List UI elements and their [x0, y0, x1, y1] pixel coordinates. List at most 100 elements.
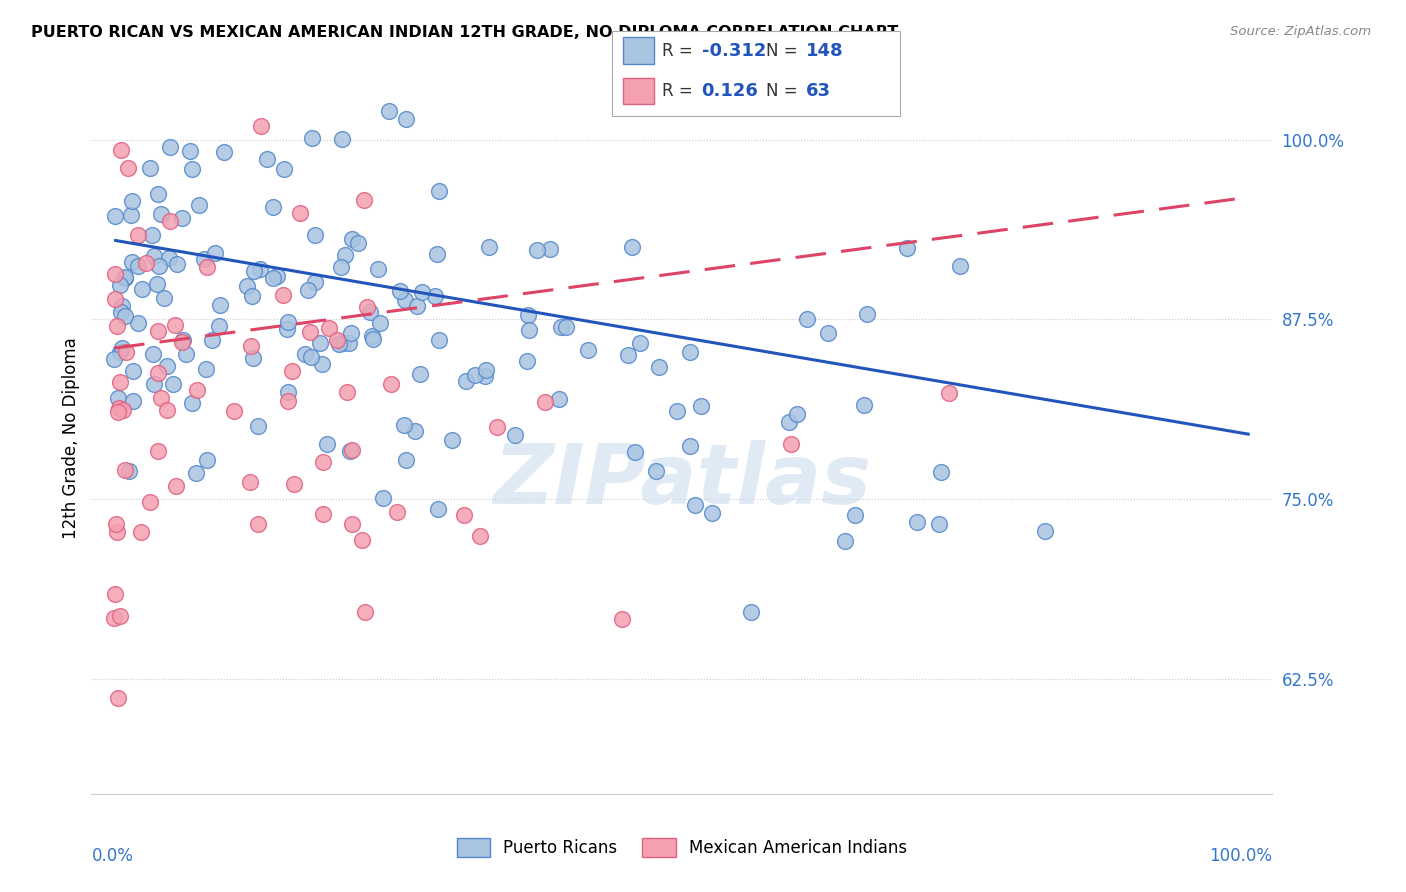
Text: Source: ZipAtlas.com: Source: ZipAtlas.com: [1230, 25, 1371, 38]
Point: [624, 445, 647, 459]
Point: [157, 251, 180, 265]
Point: [628, 336, 651, 351]
Point: [243, 264, 266, 278]
Point: [361, 332, 384, 346]
Point: [247, 517, 270, 532]
Point: [404, 424, 426, 438]
Point: [778, 415, 800, 429]
Point: [195, 453, 218, 467]
Text: N =: N =: [766, 82, 797, 100]
Point: [380, 377, 402, 392]
Point: [111, 299, 134, 313]
Point: [110, 375, 132, 389]
Point: [326, 334, 349, 348]
Point: [127, 259, 149, 273]
Point: [387, 505, 409, 519]
Point: [817, 326, 839, 340]
Point: [103, 351, 125, 366]
Point: [114, 269, 136, 284]
Point: [142, 347, 165, 361]
Point: [316, 436, 339, 450]
Point: [350, 533, 373, 548]
Point: [548, 392, 571, 406]
Point: [104, 516, 127, 531]
Point: [478, 240, 501, 254]
Point: [474, 369, 496, 384]
Point: [121, 194, 143, 209]
Point: [440, 433, 463, 447]
Point: [427, 502, 450, 516]
Point: [340, 232, 363, 246]
Text: 63: 63: [806, 82, 831, 100]
Point: [299, 350, 322, 364]
Point: [238, 475, 260, 489]
Point: [678, 439, 700, 453]
Point: [281, 364, 304, 378]
Point: [356, 300, 378, 314]
Point: [373, 491, 395, 505]
Point: [239, 339, 262, 353]
Point: [117, 161, 139, 175]
Text: R =: R =: [662, 82, 693, 100]
Point: [550, 320, 572, 334]
Point: [277, 384, 299, 399]
Point: [328, 337, 350, 351]
Point: [335, 247, 357, 261]
Point: [166, 257, 188, 271]
Point: [388, 285, 411, 299]
Point: [342, 442, 364, 457]
Point: [312, 507, 335, 521]
Point: [330, 260, 353, 274]
Legend: Puerto Ricans, Mexican American Indians: Puerto Ricans, Mexican American Indians: [450, 831, 914, 863]
Point: [666, 404, 689, 418]
Point: [262, 270, 284, 285]
Point: [186, 384, 208, 398]
Point: [212, 145, 235, 159]
Point: [503, 428, 526, 442]
Point: [332, 336, 354, 351]
Point: [142, 376, 165, 391]
Point: [395, 453, 418, 467]
Point: [142, 249, 165, 263]
Y-axis label: 12th Grade, No Diploma: 12th Grade, No Diploma: [62, 337, 80, 539]
Point: [929, 465, 952, 479]
Point: [938, 385, 960, 400]
Point: [533, 394, 555, 409]
Text: 0.126: 0.126: [702, 82, 758, 100]
Point: [249, 261, 271, 276]
Point: [111, 403, 134, 417]
Point: [121, 255, 143, 269]
Point: [353, 193, 375, 207]
Point: [346, 235, 368, 250]
Text: ZIPatlas: ZIPatlas: [494, 440, 870, 521]
Point: [928, 516, 950, 531]
Point: [103, 611, 125, 625]
Point: [120, 208, 142, 222]
Point: [309, 336, 332, 351]
Point: [411, 285, 433, 299]
Point: [114, 309, 136, 323]
Point: [339, 336, 361, 351]
Point: [250, 119, 273, 133]
Point: [283, 476, 305, 491]
Point: [339, 326, 361, 341]
Point: [110, 305, 132, 319]
Point: [304, 228, 326, 243]
Point: [107, 391, 129, 405]
Point: [353, 605, 375, 619]
Point: [277, 315, 299, 329]
Point: [111, 341, 134, 355]
Point: [409, 367, 432, 381]
Point: [683, 498, 706, 512]
Point: [853, 398, 876, 412]
Point: [395, 112, 418, 127]
Point: [907, 515, 929, 529]
Point: [153, 291, 176, 305]
Point: [188, 198, 211, 212]
Point: [486, 419, 509, 434]
Point: [394, 418, 416, 433]
Point: [679, 344, 702, 359]
Point: [222, 404, 245, 418]
Point: [127, 228, 149, 243]
Point: [186, 467, 208, 481]
